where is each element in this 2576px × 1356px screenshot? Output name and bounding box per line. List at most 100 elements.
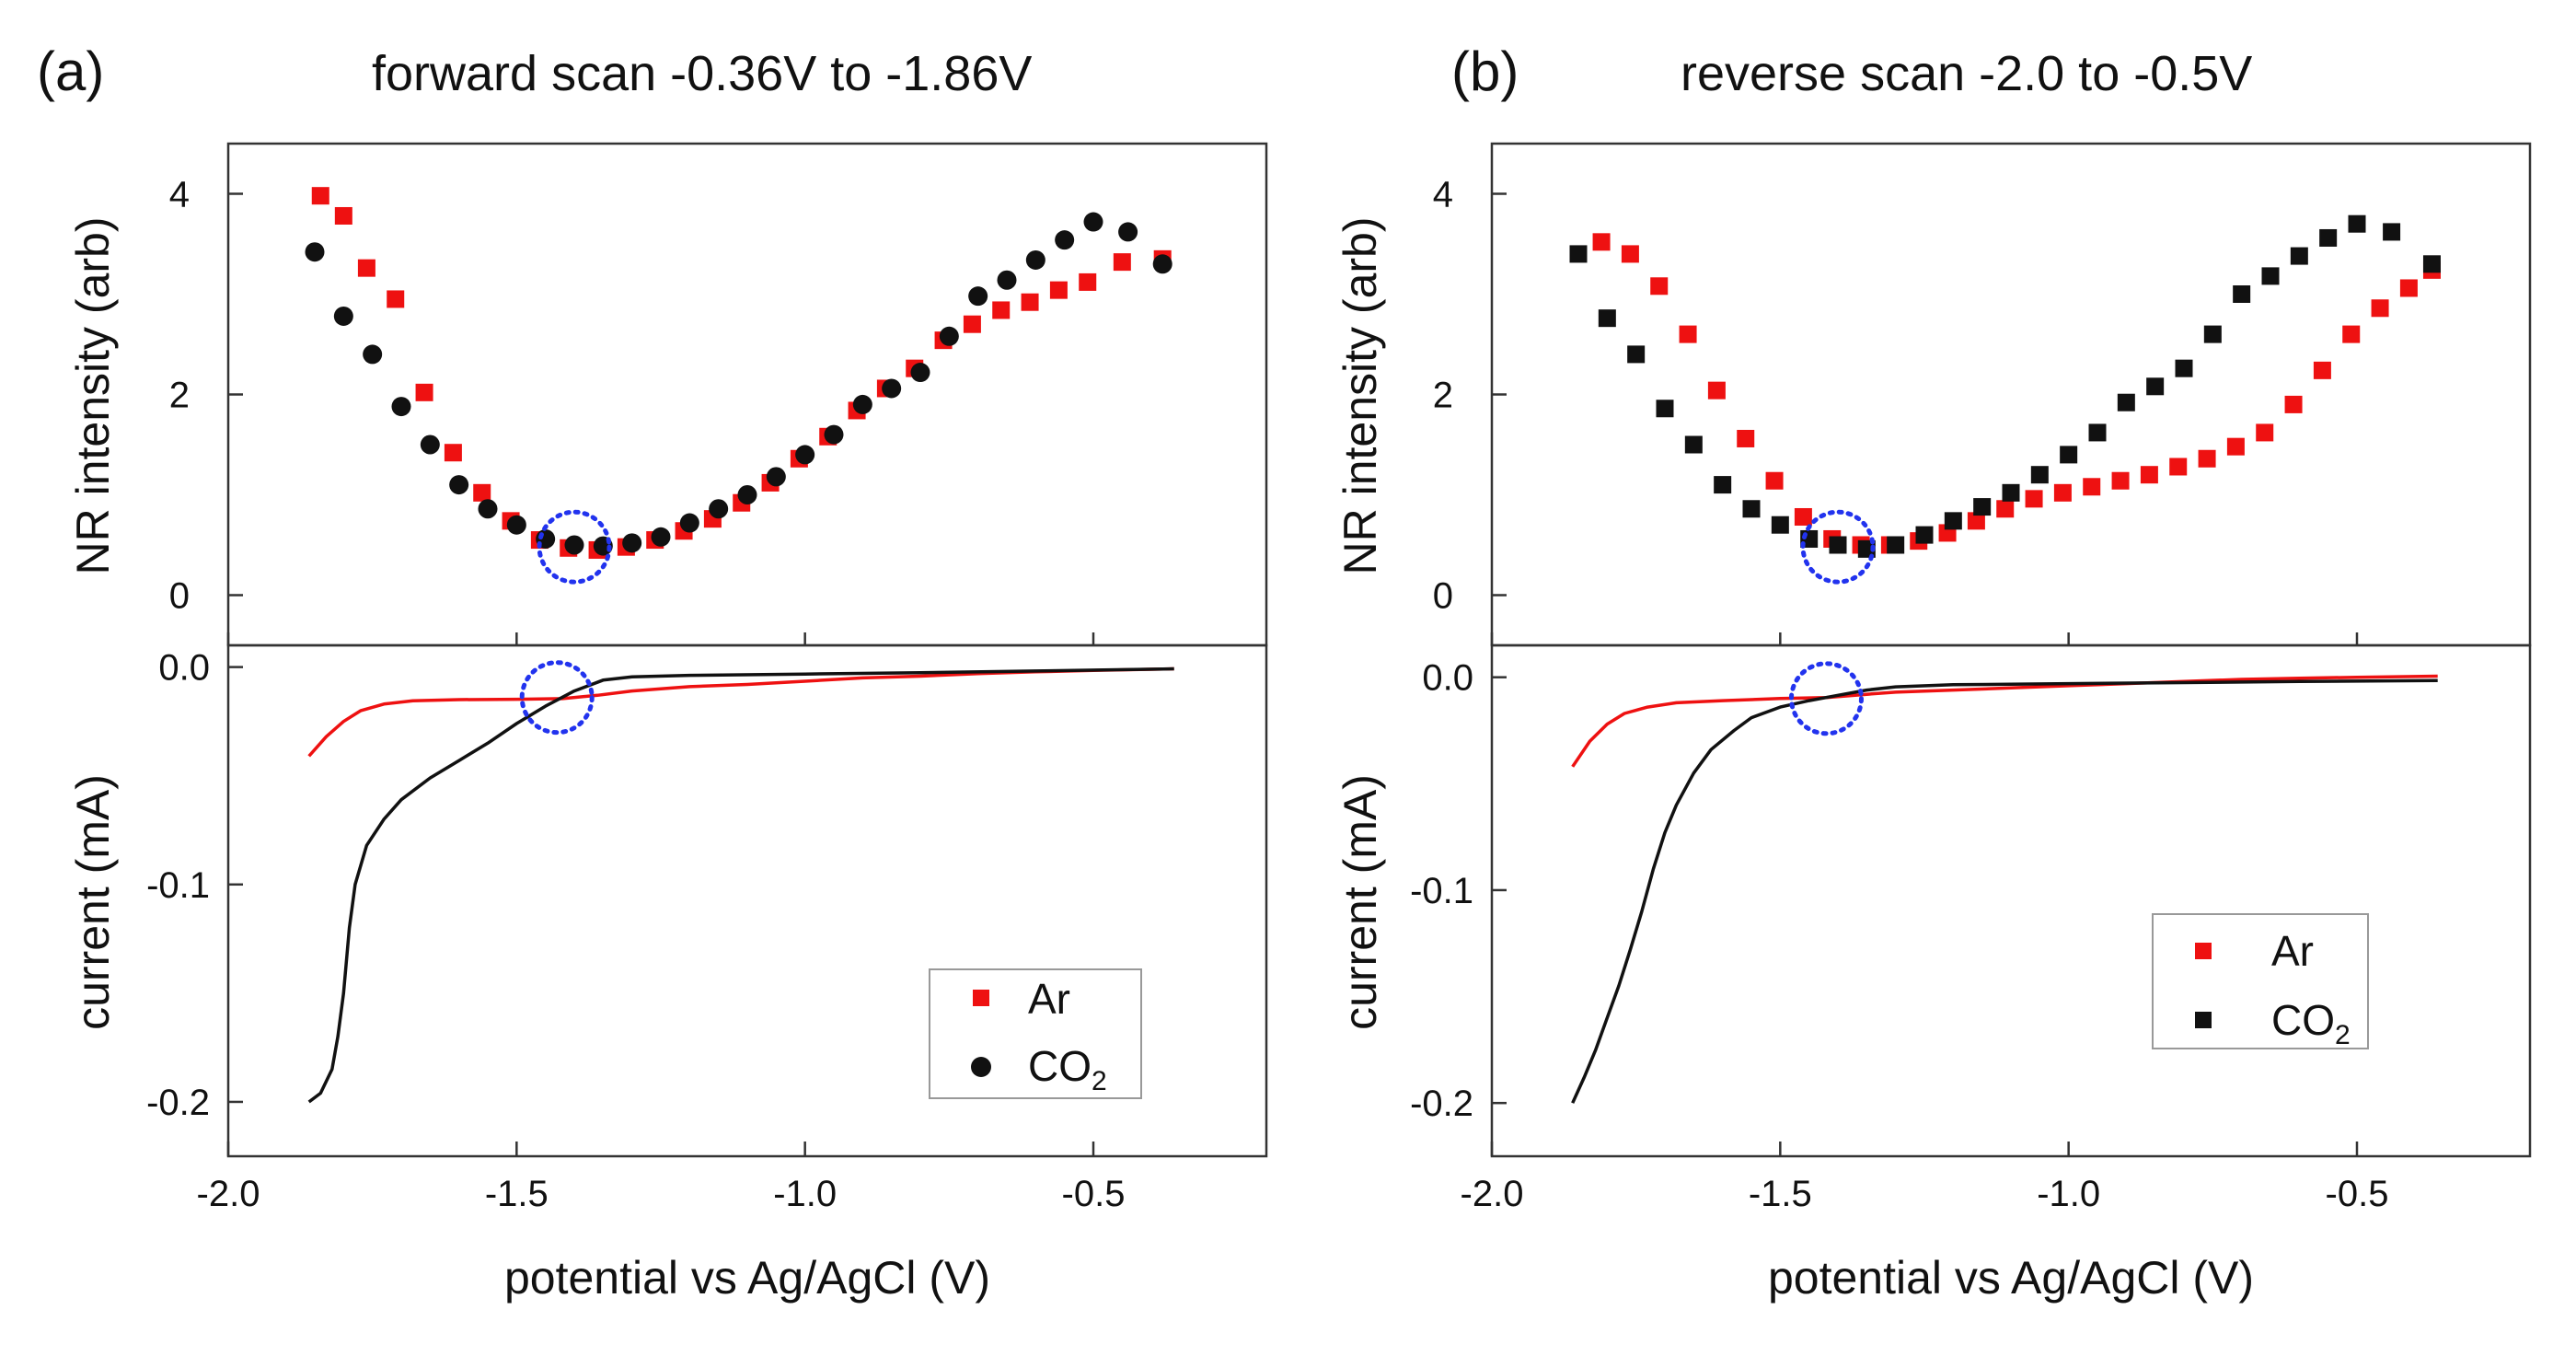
panel-b-bottom-ytick-label: -0.2 (1410, 1084, 1473, 1124)
panel-b-bottom-frame (1490, 643, 2532, 1158)
panel-b-xlabel: potential vs Ag/AgCl (V) (1768, 1252, 2254, 1304)
panel-a-co2-point (968, 286, 988, 307)
panel-b-xtick-label: -2.0 (1461, 1174, 1524, 1214)
panel-b-bottom-ytick-label: 0.0 (1422, 658, 1473, 699)
panel-a-ar-point (311, 187, 329, 205)
panel-a-top-frame (226, 142, 1268, 647)
panel-b-ar-point (2198, 449, 2216, 468)
panel-b-co2-point (2261, 267, 2280, 285)
panel-b-co2-point (2146, 377, 2165, 396)
panel-a-ar-point (444, 444, 462, 462)
panel-a-co2-point (1118, 222, 1138, 242)
panel-b-co2-point (1944, 512, 1962, 530)
panel-a-title: forward scan -0.36V to -1.86V (372, 46, 1032, 101)
panel-a-xtick-label: -1.5 (485, 1174, 549, 1214)
panel-b-co2-point (2233, 285, 2251, 303)
panel-a-co2-point (506, 515, 526, 535)
panel-a-xlabel: potential vs Ag/AgCl (V) (504, 1252, 990, 1304)
panel-b-letter: (b) (1451, 41, 1519, 102)
panel-a-ar-point (992, 301, 1011, 319)
panel-b-xtick-label: -1.0 (2037, 1174, 2100, 1214)
panel-b-bottom-ytick-label: -0.1 (1410, 871, 1473, 911)
panel-a-ar-point (1079, 272, 1097, 291)
panel-b-co2-point (1598, 309, 1616, 328)
panel-a-co2-point (939, 326, 959, 346)
panel-a-co2-point (1025, 249, 1045, 270)
panel-a-legend: Ar CO2 (929, 968, 1142, 1099)
panel-b-ar-point (2256, 423, 2274, 442)
panel-b-title: reverse scan -2.0 to -0.5V (1681, 46, 2252, 101)
panel-b-ar-point (2284, 395, 2303, 413)
panel-a-co2-point (882, 378, 902, 399)
legend-ar-marker (2195, 943, 2212, 959)
panel-a-ar-point (1021, 293, 1039, 311)
panel-b-ar-point (2111, 471, 2130, 490)
panel-a-bottom-frame (226, 643, 1268, 1158)
legend-ar-label: Ar (1028, 975, 1070, 1023)
panel-b-xtick-label: -1.5 (1749, 1174, 1812, 1214)
panel-b-co2-point (1915, 526, 1934, 544)
panel-a-co2-point (795, 445, 815, 465)
panel-a-ar-point (1049, 281, 1068, 299)
panel-b-co2-point (1742, 500, 1761, 518)
panel-b-ar-point (1794, 507, 1812, 526)
panel-a-xtick-label: -2.0 (197, 1174, 260, 1214)
panel-a-top-ytick-label: 2 (169, 376, 190, 416)
panel-b-co2-point (2060, 446, 2078, 464)
panel-a-co2-point (852, 394, 872, 414)
panel-b-top-ytick-label: 2 (1433, 376, 1453, 416)
panel-a-top-ylabel: NR intensity (arb) (67, 217, 119, 575)
panel-b-ar-point (1650, 277, 1669, 296)
panel-a-xtick-label: -1.0 (773, 1174, 837, 1214)
panel-a-top-annotation-circle (537, 509, 612, 585)
panel-a-co2-point (766, 467, 786, 487)
legend-co2-label-sub: 2 (1092, 1066, 1107, 1096)
panel-b-co2-point (2117, 393, 2135, 411)
panel-a-ar-point (1113, 253, 1131, 272)
panel-b-co2-point (2175, 359, 2193, 377)
panel-a-xtick-label: -0.5 (1062, 1174, 1126, 1214)
panel-b-co2-point (2290, 247, 2308, 265)
panel-b-co2-point (2383, 223, 2401, 241)
panel-b-co2-point (1887, 536, 1905, 554)
panel-b-ar-point (1765, 471, 1784, 490)
panel-b-ar-point (2025, 490, 2043, 508)
panel-b-co2-point (2002, 483, 2020, 502)
legend-ar-marker (973, 990, 989, 1006)
panel-b-ar-point (1621, 245, 1639, 263)
panel-b-ar-point (2140, 466, 2158, 484)
panel-a-bottom-ytick-label: 0.0 (158, 648, 210, 689)
panel-b-top-frame (1490, 142, 2532, 647)
panel-a-co2-current-line (307, 666, 1174, 1104)
panel-b-ar-point (2371, 299, 2389, 318)
panel-a-co2-point (305, 242, 325, 262)
panel-b-top-ytick-label: 0 (1433, 576, 1453, 617)
panel-b-co2-point (1627, 345, 1646, 364)
panel-b-ar-point (1679, 325, 1697, 343)
panel-a-co2-point (737, 485, 757, 504)
panel-b-bottom-annotation-circle (1788, 661, 1864, 736)
panel-b-co2-point (1569, 245, 1588, 263)
panel-a-co2-point (824, 424, 844, 445)
panel-a-co2-point (910, 363, 930, 383)
panel-a-co2-point (333, 306, 353, 326)
panel-b-ar-point (2053, 483, 2072, 502)
panel-b-ar-point (2083, 478, 2101, 496)
panel-a-co2-point (709, 499, 729, 519)
panel-b-co2-point (2088, 423, 2107, 442)
panel-a-co2-point (564, 535, 584, 555)
panel-b-co2-point (1714, 476, 1732, 494)
panel-a-ar-point (963, 315, 981, 333)
panel-a-bottom-annotation-circle (519, 660, 595, 736)
panel-b-ar-point (1996, 500, 2015, 518)
panel-a-co2-point (997, 270, 1017, 290)
panel-a-co2-point (1055, 230, 1075, 250)
panel-a-ar-point (473, 483, 491, 502)
panel-a-top-ytick-label: 0 (169, 576, 190, 617)
panel-b-top-annotation-circle (1800, 509, 1876, 585)
legend-ar-label: Ar (2271, 927, 2314, 975)
panel-b-co2-point (2348, 214, 2366, 233)
panel-b-co2-point (1857, 539, 1876, 558)
panel-a-ar-point (387, 290, 405, 308)
